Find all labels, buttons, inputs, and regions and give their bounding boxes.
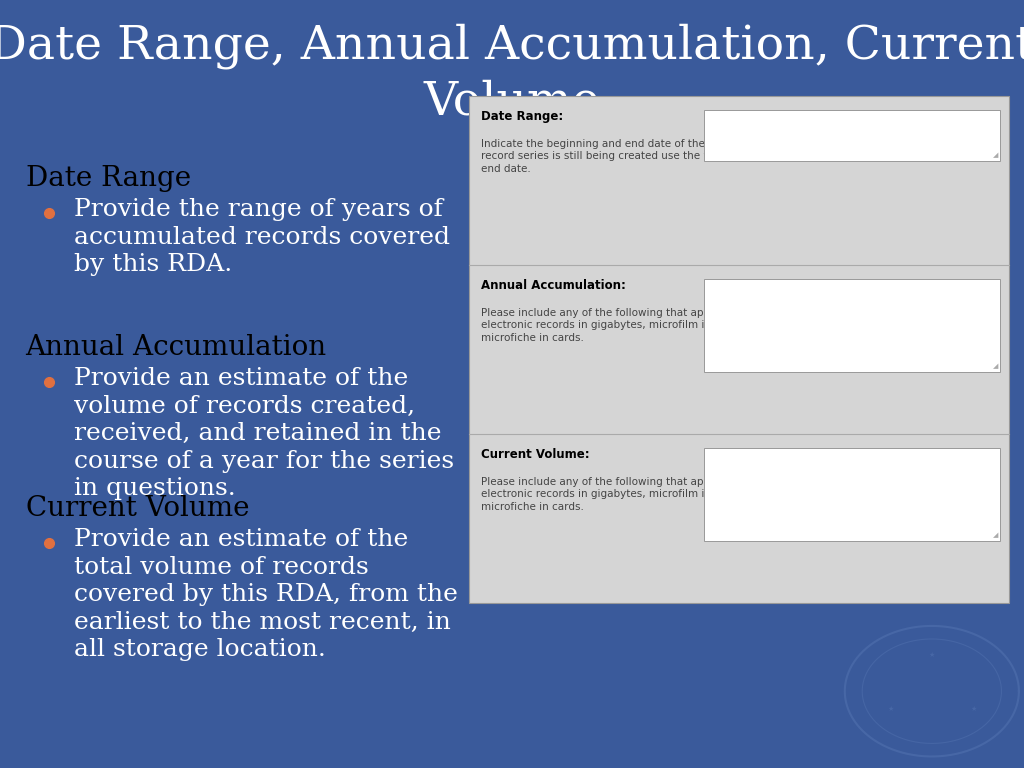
Text: Please include any of the following that apply; paper in cu ft.,
electronic reco: Please include any of the following that… — [481, 477, 803, 511]
Text: ◢: ◢ — [993, 532, 998, 538]
Text: Date Range, Annual Accumulation, Current
Volume: Date Range, Annual Accumulation, Current… — [0, 23, 1024, 124]
Text: Provide the range of years of
accumulated records covered
by this RDA.: Provide the range of years of accumulate… — [74, 198, 450, 276]
Bar — [703, 279, 1000, 372]
Text: ◢: ◢ — [993, 363, 998, 369]
Text: Date Range:: Date Range: — [481, 110, 563, 123]
Text: ★: ★ — [843, 362, 858, 381]
Text: Current Volume: Current Volume — [26, 495, 249, 522]
Bar — [703, 110, 1000, 161]
Text: Annual Accumulation:: Annual Accumulation: — [481, 279, 626, 292]
Text: ★: ★ — [730, 216, 744, 233]
Bar — [469, 96, 1009, 603]
Text: Date Range: Date Range — [26, 165, 190, 192]
Bar — [703, 448, 1000, 541]
Text: Please include any of the following that apply; paper in cu ft.,
electronic reco: Please include any of the following that… — [481, 308, 803, 343]
Text: Annual Accumulation: Annual Accumulation — [26, 334, 327, 361]
Text: ◢: ◢ — [993, 152, 998, 158]
Text: ★: ★ — [929, 652, 935, 658]
Text: THE S: THE S — [723, 292, 752, 303]
Text: ★: ★ — [970, 706, 977, 712]
Text: Current Volume:: Current Volume: — [481, 448, 590, 461]
Text: Provide an estimate of the
volume of records created,
received, and retained in : Provide an estimate of the volume of rec… — [74, 367, 454, 500]
Text: Provide an estimate of the
total volume of records
covered by this RDA, from the: Provide an estimate of the total volume … — [74, 528, 458, 661]
Text: Indicate the beginning and end date of the record series. If
record series is st: Indicate the beginning and end date of t… — [481, 139, 798, 174]
Text: ★: ★ — [616, 362, 632, 381]
Text: ★: ★ — [887, 706, 894, 712]
